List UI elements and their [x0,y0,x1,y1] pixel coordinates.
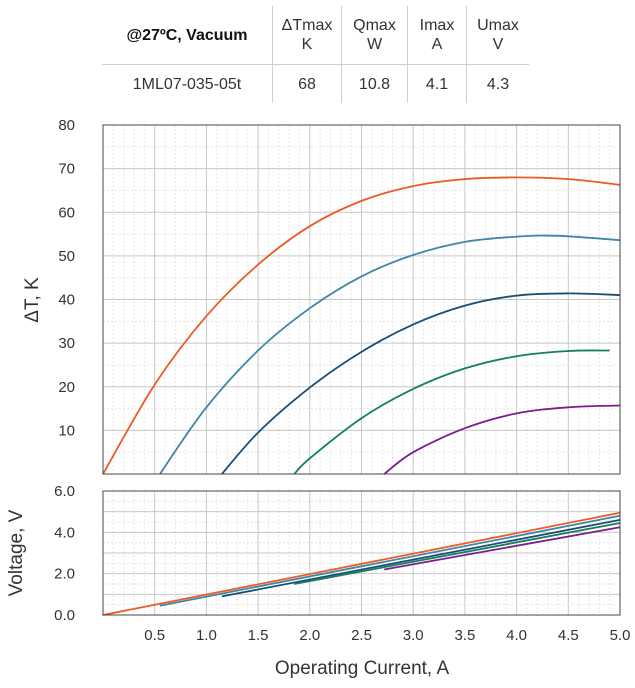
x-tick-label: 3.0 [403,627,424,644]
y-tick-label: 40 [58,292,75,309]
y-tick-label: 70 [58,161,75,178]
col-imax: Imax A [407,6,467,65]
spec-header-row: @27ºC, Vacuum ΔTmax K Qmax W Imax A Umax V [102,6,529,65]
y-tick-label: 20 [58,379,75,396]
voltage-line-2 [159,514,621,607]
y-tick-label: 30 [58,335,75,352]
y-tick-label: 6.0 [54,483,75,500]
y-tick-label: 80 [58,117,75,134]
x-tick-label: 1.0 [196,627,217,644]
y-tick-label: 0.0 [54,607,75,624]
y-tick-label: 2.0 [54,566,75,583]
voltage-line-4 [294,522,621,585]
col-name: Qmax [353,17,396,34]
y-tick-label: 10 [58,422,75,439]
col-umax: Umax V [466,6,529,65]
dt-y-ticks: 10 20 30 40 50 60 70 80 [58,117,75,439]
value-umax: 4.3 [466,64,529,103]
col-unit: K [301,36,313,53]
col-name: Umax [477,17,519,34]
col-unit: V [492,36,504,53]
spec-value-row: 1ML07-035-05t 68 10.8 4.1 4.3 [102,64,529,103]
voltage-grid [103,491,620,615]
x-tick-label: 2.5 [351,627,372,644]
voltage-axis-title: Voltage, V [6,509,27,596]
spec-table: @27ºC, Vacuum ΔTmax K Qmax W Imax A Umax V 1… [102,6,529,103]
voltage-y-ticks: 0.0 2.0 4.0 6.0 [54,483,75,624]
voltage-line-5 [384,526,621,571]
dt-curve-2 [159,234,621,475]
x-tick-label: 4.0 [506,627,527,644]
col-qmax: Qmax W [341,6,408,65]
dt-axis-title: ΔT, K [22,277,43,323]
value-imax: 4.1 [407,64,467,103]
value-dtmax: 68 [272,64,342,103]
col-unit: W [366,36,383,53]
model-name: 1ML07-035-05t [132,75,242,93]
voltage-plot-frame [102,490,621,616]
dt-curve-3 [221,292,621,475]
x-tick-label: 3.5 [454,627,475,644]
x-tick-label: 1.5 [248,627,269,644]
x-tick-label: 2.0 [299,627,320,644]
voltage-line-3 [221,519,621,598]
y-tick-label: 50 [58,248,75,265]
x-ticks: 0.5 1.0 1.5 2.0 2.5 3.0 3.5 4.0 4.5 5.0 [144,627,630,644]
col-name: Imax [419,17,455,34]
dt-curve-5 [383,404,621,475]
y-tick-label: 60 [58,204,75,221]
dt-curve-4 [293,349,610,475]
y-tick-label: 4.0 [54,524,75,541]
x-tick-label: 4.5 [558,627,579,644]
x-tick-label: 5.0 [610,627,631,644]
condition-label: @27ºC, Vacuum [102,6,273,65]
col-name: ΔTmax [281,17,333,34]
dt-plot-frame [102,124,621,475]
col-dtmax: ΔTmax K [272,6,342,65]
x-tick-label: 0.5 [144,627,165,644]
voltage-series [102,511,621,616]
dt-series [102,176,621,475]
value-qmax: 10.8 [341,64,408,103]
col-unit: A [431,36,443,53]
x-axis-title: Operating Current, A [275,658,450,679]
dt-curve-1 [102,176,621,475]
voltage-line-1 [102,511,621,616]
